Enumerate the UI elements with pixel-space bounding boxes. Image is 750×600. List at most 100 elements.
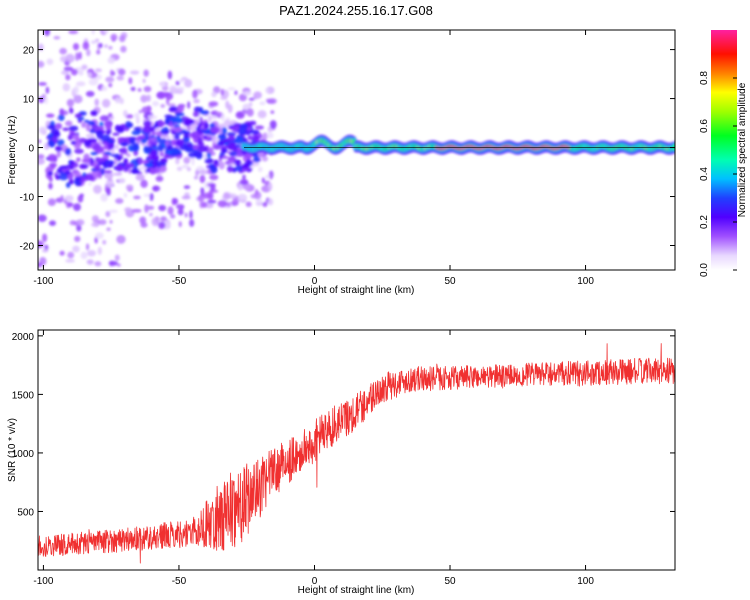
signal-blob [68, 125, 79, 132]
noise-blob [107, 177, 113, 182]
noise-blob [261, 156, 268, 162]
noise-blob [81, 64, 88, 70]
noise-blob [68, 30, 79, 35]
noise-blob [223, 119, 231, 128]
colorbar-tick-label: 0.6 [699, 119, 710, 133]
signal-blob [191, 130, 200, 139]
signal-blob [193, 151, 203, 158]
signal-blob [118, 148, 126, 153]
signal-blob [138, 157, 143, 165]
noise-blob [198, 169, 209, 175]
noise-blob [59, 47, 67, 55]
noise-blob [86, 259, 94, 265]
noise-blob [177, 208, 184, 216]
signal-blob [97, 160, 103, 166]
noise-blob [75, 52, 79, 62]
noise-blob [96, 49, 101, 55]
signal-blob [133, 126, 142, 131]
signal-blob [103, 170, 113, 174]
noise-blob [101, 98, 111, 108]
signal-blob [122, 142, 127, 147]
noise-blob [227, 87, 236, 91]
noise-blob [175, 204, 185, 210]
snr-plot-area [38, 343, 675, 564]
noise-blob [269, 120, 277, 129]
signal-blob [69, 160, 76, 165]
signal-blob [125, 163, 135, 169]
signal-blob [74, 176, 82, 182]
noise-blob [262, 202, 268, 207]
noise-blob [189, 210, 193, 219]
noise-blob [149, 212, 153, 217]
signal-blob [105, 124, 112, 131]
noise-blob [115, 198, 124, 204]
noise-blob [158, 221, 166, 230]
signal-blob [64, 147, 72, 156]
noise-blob [237, 193, 248, 202]
spectrogram-ytick-label: -20 [20, 242, 35, 253]
signal-blob [55, 145, 63, 152]
signal-blob [252, 135, 260, 143]
noise-blob [211, 91, 217, 98]
snr-ylabel: SNR (10 * v/v) [7, 418, 18, 482]
signal-blob [48, 153, 57, 160]
noise-blob [199, 174, 206, 184]
noise-blob [143, 85, 152, 93]
noise-blob [184, 78, 193, 88]
spectrogram-ytick-label: 20 [23, 46, 35, 57]
signal-blob [247, 126, 252, 131]
spectrogram-frame [37, 29, 676, 271]
signal-blob [47, 124, 56, 130]
noise-blob [208, 101, 219, 107]
noise-blob [267, 198, 274, 206]
noise-blob [146, 94, 151, 102]
noise-blob [67, 251, 75, 259]
spectrogram-ytick-label: 0 [28, 144, 34, 155]
snr-ytick-label: 2000 [12, 332, 35, 343]
spectrogram-xtick-label: -50 [172, 276, 187, 287]
noise-blob [107, 57, 116, 64]
signal-blob [171, 131, 177, 135]
noise-blob [116, 234, 126, 244]
noise-blob [87, 249, 97, 257]
noise-blob [217, 200, 228, 208]
signal-blob [103, 144, 109, 150]
noise-blob [65, 53, 75, 63]
noise-blob [76, 224, 82, 232]
signal-blob [235, 136, 244, 145]
noise-blob [100, 193, 108, 202]
noise-blob [110, 33, 118, 41]
noise-blob [64, 120, 73, 127]
signal-blob [79, 163, 89, 170]
signal-blob [104, 151, 112, 156]
noise-blob [184, 212, 188, 218]
noise-blob [270, 110, 275, 114]
noise-blob [94, 98, 100, 107]
noise-blob [91, 222, 100, 228]
noise-blob [41, 248, 49, 253]
noise-blob [90, 40, 97, 44]
noise-blob [248, 97, 255, 101]
spectrogram-heatmap [38, 30, 675, 268]
noise-blob [86, 49, 91, 57]
noise-blob [38, 240, 44, 249]
signal-blob [213, 159, 219, 165]
signal-blob [204, 158, 214, 164]
noise-blob [151, 217, 160, 227]
signal-blob [48, 170, 53, 176]
signal-blob [159, 158, 168, 164]
noise-blob [222, 192, 230, 200]
noise-blob [167, 206, 174, 215]
noise-blob [220, 88, 225, 96]
noise-blob [140, 179, 148, 188]
noise-blob [125, 184, 134, 191]
noise-blob [255, 197, 263, 207]
signal-blob [73, 171, 81, 178]
signal-blob [203, 135, 208, 139]
noise-blob [209, 174, 219, 181]
signal-blob [49, 140, 55, 148]
signal-blob [143, 120, 152, 127]
noise-blob [73, 203, 81, 212]
noise-blob [65, 74, 71, 81]
signal-blob [241, 164, 249, 169]
